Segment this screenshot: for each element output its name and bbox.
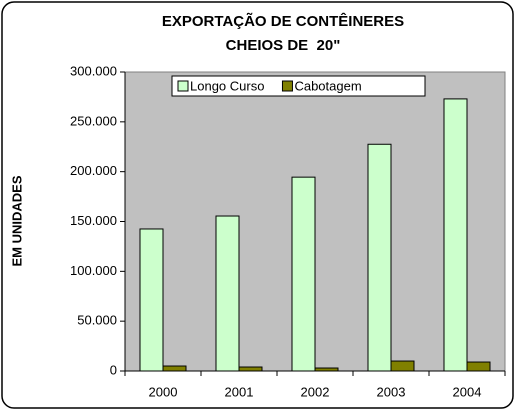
legend-swatch bbox=[177, 80, 189, 92]
legend-label: Longo Curso bbox=[190, 78, 264, 93]
bar bbox=[367, 143, 392, 372]
bar bbox=[215, 215, 240, 372]
legend-swatch bbox=[281, 80, 293, 92]
bar bbox=[466, 361, 491, 372]
chart-title: CHEIOS DE 20" bbox=[226, 37, 341, 54]
x-tick-label: 2002 bbox=[301, 384, 330, 399]
bar bbox=[139, 228, 164, 372]
y-tick-label: 150.000 bbox=[70, 213, 117, 228]
bar bbox=[390, 360, 415, 372]
bar bbox=[291, 176, 316, 372]
bar bbox=[443, 98, 468, 372]
x-tick-label: 2003 bbox=[377, 384, 406, 399]
y-tick-label: 100.000 bbox=[70, 263, 117, 278]
y-tick-label: 0 bbox=[110, 362, 117, 377]
y-tick-label: 50.000 bbox=[77, 313, 117, 328]
chart-title: EXPORTAÇÃO DE CONTÊINERES bbox=[162, 12, 404, 30]
y-tick-label: 200.000 bbox=[70, 163, 117, 178]
x-tick-label: 2001 bbox=[225, 384, 254, 399]
y-tick-label: 300.000 bbox=[70, 63, 117, 78]
y-tick-label: 250.000 bbox=[70, 113, 117, 128]
x-tick-label: 2004 bbox=[453, 384, 482, 399]
legend-box bbox=[171, 75, 426, 97]
bar bbox=[238, 366, 263, 372]
x-tick-label: 2000 bbox=[149, 384, 178, 399]
y-axis-label: EM UNIDADES bbox=[9, 175, 24, 266]
legend-label: Cabotagem bbox=[294, 78, 361, 93]
bar bbox=[162, 365, 187, 372]
